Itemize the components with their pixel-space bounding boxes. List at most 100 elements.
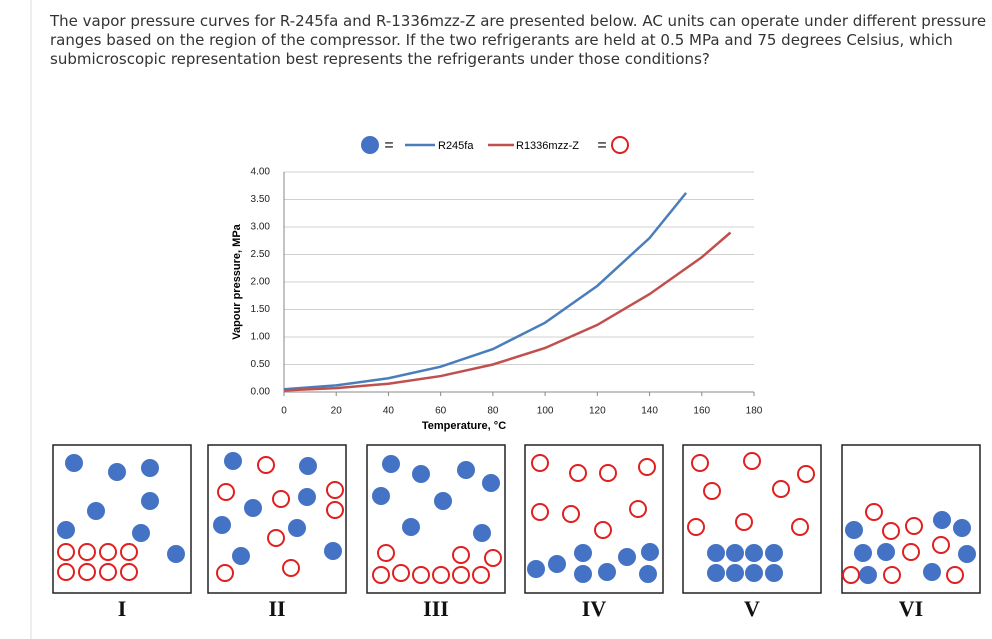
red-particle xyxy=(217,483,235,501)
blue-particle xyxy=(402,518,420,536)
red-particle xyxy=(932,536,950,554)
y-tick-label: 1.50 xyxy=(251,304,271,315)
red-particle xyxy=(377,544,395,562)
red-particle xyxy=(865,503,883,521)
panel-label: III xyxy=(423,596,449,621)
red-particle xyxy=(594,521,612,539)
blue-particle xyxy=(574,544,592,562)
panel-box xyxy=(366,444,506,594)
red-particle xyxy=(452,546,470,564)
blue-particle xyxy=(641,543,659,561)
red-particle xyxy=(326,501,344,519)
blue-particle xyxy=(854,544,872,562)
blue-particle xyxy=(65,454,83,472)
red-particle xyxy=(99,543,117,561)
panel-label: II xyxy=(268,596,285,621)
panel-box xyxy=(682,444,822,594)
series-line xyxy=(283,192,688,391)
x-tick-label: 100 xyxy=(537,406,554,417)
blue-particle xyxy=(132,524,150,542)
x-tick-label: 160 xyxy=(693,406,710,417)
blue-particle xyxy=(382,455,400,473)
red-particle xyxy=(282,559,300,577)
blue-particle xyxy=(288,519,306,537)
red-particle xyxy=(99,563,117,581)
red-particle xyxy=(272,490,290,508)
blue-particle xyxy=(213,516,231,534)
red-particle xyxy=(216,564,234,582)
blue-particle xyxy=(372,487,390,505)
x-tick-label: 0 xyxy=(281,406,287,417)
blue-particle xyxy=(953,519,971,537)
red-particle xyxy=(687,518,705,536)
red-particle xyxy=(743,452,761,470)
x-tick-label: 40 xyxy=(383,406,395,417)
blue-particle xyxy=(141,492,159,510)
red-particle xyxy=(432,566,450,584)
blue-particle xyxy=(707,544,725,562)
y-tick-label: 2.00 xyxy=(251,277,271,288)
y-tick-label: 0.50 xyxy=(251,359,271,370)
y-tick-label: 2.50 xyxy=(251,249,271,260)
blue-particle xyxy=(598,563,616,581)
blue-particle xyxy=(845,521,863,539)
red-particle xyxy=(257,456,275,474)
y-tick-label: 0.00 xyxy=(251,387,271,398)
blue-particle xyxy=(298,488,316,506)
panel-label: I xyxy=(118,596,127,621)
red-particle xyxy=(703,482,721,500)
red-particle xyxy=(569,464,587,482)
panel-label: IV xyxy=(582,596,607,621)
red-particle xyxy=(772,480,790,498)
red-particle xyxy=(484,549,502,567)
blue-particle xyxy=(639,565,657,583)
red-particle xyxy=(902,543,920,561)
panel-box xyxy=(207,444,347,594)
y-tick-label: 3.50 xyxy=(251,194,271,205)
blue-particle xyxy=(457,461,475,479)
blue-particle xyxy=(299,457,317,475)
blue-particle xyxy=(232,547,250,565)
red-particle xyxy=(842,566,860,584)
y-tick-label: 3.00 xyxy=(251,222,271,233)
x-tick-label: 80 xyxy=(487,406,499,417)
red-particle xyxy=(120,543,138,561)
blue-particle xyxy=(473,524,491,542)
red-particle xyxy=(120,563,138,581)
panel-box xyxy=(841,444,981,594)
blue-particle xyxy=(167,545,185,563)
red-particle xyxy=(57,543,75,561)
blue-particle xyxy=(765,564,783,582)
x-axis-label: Temperature, °C xyxy=(422,420,506,432)
legend-label: R1336mzz-Z xyxy=(516,140,579,152)
blue-particle xyxy=(141,459,159,477)
panel-label: V xyxy=(744,596,760,621)
side-bar xyxy=(30,0,32,639)
blue-particle xyxy=(765,544,783,562)
blue-particle xyxy=(224,452,242,470)
red-particle xyxy=(392,564,410,582)
x-tick-label: 20 xyxy=(331,406,343,417)
blue-particle xyxy=(618,548,636,566)
blue-particle xyxy=(745,544,763,562)
red-particle xyxy=(882,522,900,540)
blue-particle xyxy=(434,492,452,510)
blue-particle xyxy=(527,560,545,578)
series-line xyxy=(283,231,732,392)
blue-particle xyxy=(87,502,105,520)
red-particle xyxy=(531,454,549,472)
blue-particle xyxy=(933,511,951,529)
panel-label: VI xyxy=(899,596,923,621)
red-particle xyxy=(372,566,390,584)
red-particle xyxy=(629,500,647,518)
red-particle xyxy=(531,503,549,521)
blue-particle xyxy=(108,463,126,481)
red-particle xyxy=(946,566,964,584)
y-tick-label: 1.00 xyxy=(251,332,271,343)
blue-particle xyxy=(548,555,566,573)
red-particle xyxy=(267,529,285,547)
red-particle xyxy=(797,465,815,483)
blue-particle xyxy=(412,465,430,483)
x-tick-label: 120 xyxy=(589,406,606,417)
legend-red-particle xyxy=(611,136,629,154)
